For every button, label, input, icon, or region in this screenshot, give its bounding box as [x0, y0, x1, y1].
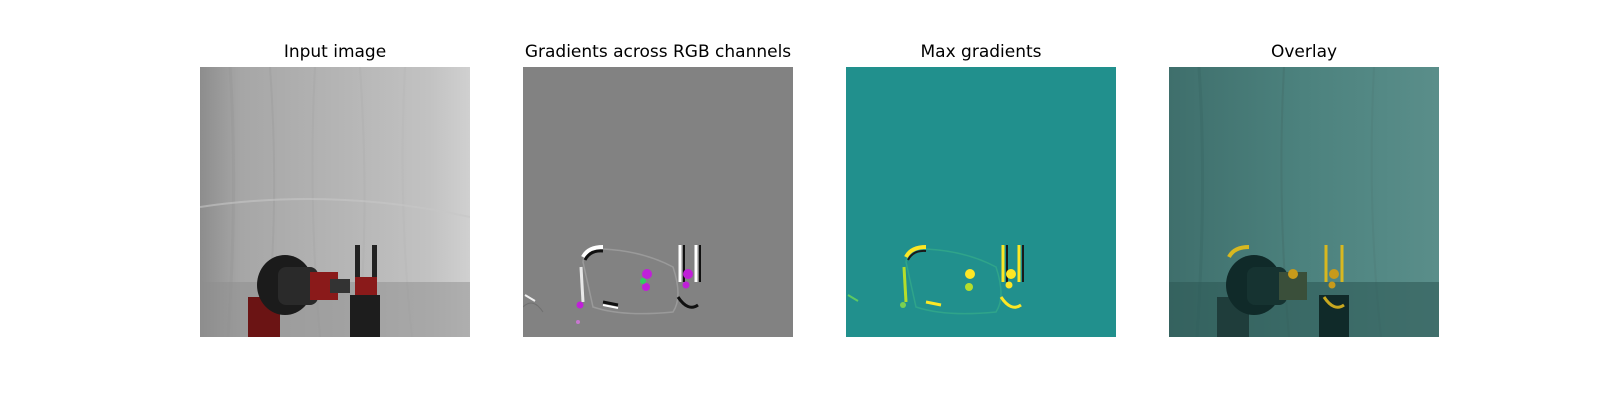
panel-title: Max gradients — [920, 42, 1042, 62]
panel-input-image: Input image — [200, 0, 470, 340]
rgb-gradient-map — [523, 67, 793, 337]
max-gradient-graphic — [846, 67, 1116, 337]
panel-title: Overlay — [1270, 42, 1338, 62]
panel-title: Input image — [283, 42, 387, 62]
overlay-graphic — [1169, 67, 1439, 337]
input-image — [200, 67, 470, 337]
panel-rgb-gradients: Gradients across RGB channels — [523, 0, 793, 340]
panel-title: Gradients across RGB channels — [524, 42, 792, 62]
panel-max-gradients: Max gradients — [846, 0, 1116, 340]
max-gradient-map — [846, 67, 1116, 337]
rgb-gradient-graphic — [523, 67, 793, 337]
input-image-graphic — [200, 67, 470, 337]
overlay-image — [1169, 67, 1439, 337]
panel-overlay: Overlay — [1169, 0, 1439, 340]
